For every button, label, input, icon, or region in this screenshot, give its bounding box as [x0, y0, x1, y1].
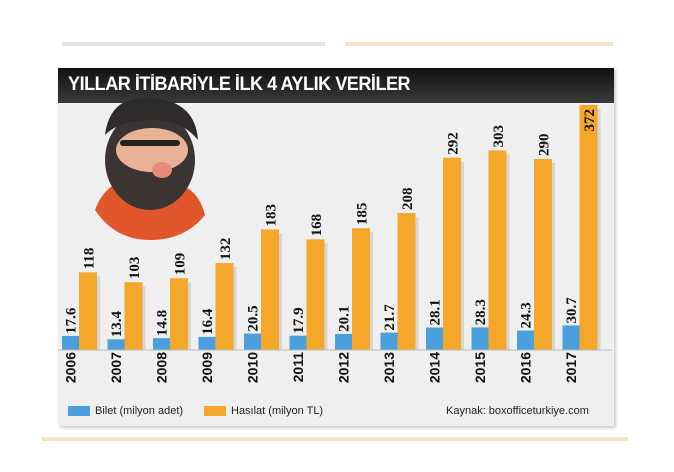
label-hasilat-2009: 132	[218, 238, 234, 261]
caricature-illustration	[95, 97, 205, 240]
bar-hasilat-2016	[534, 159, 552, 350]
label-hasilat-2006: 118	[82, 248, 98, 270]
bar-hasilat-2007	[124, 282, 143, 350]
legend-label-hasilat: Hasılat (milyon TL)	[231, 405, 324, 417]
chart-title: YILLAR İTİBARİYLE İLK 4 AYLIK VERİLER	[68, 74, 411, 95]
label-hasilat-2010: 183	[264, 204, 280, 227]
top-rule-beige	[345, 42, 613, 46]
bar-hasilat-2013	[397, 213, 416, 350]
label-hasilat-2014: 292	[446, 132, 462, 155]
legend-swatch-bilet	[68, 406, 90, 416]
year-label-2016: 2016	[518, 352, 534, 383]
bar-bilet-2011	[289, 335, 307, 350]
title-bar	[58, 68, 614, 103]
year-label-2014: 2014	[427, 352, 443, 383]
bar-hasilat-2008	[170, 278, 188, 350]
year-label-2011: 2011	[290, 352, 306, 383]
year-label-2013: 2013	[381, 352, 397, 383]
bar-bilet-2006	[62, 335, 79, 350]
legend-swatch-hasilat	[204, 406, 226, 416]
label-bilet-2015: 28.3	[473, 299, 489, 325]
year-label-2017: 2017	[563, 352, 579, 383]
label-hasilat-2011: 168	[309, 214, 325, 237]
bar-bilet-2008	[153, 338, 170, 350]
year-label-2007: 2007	[108, 352, 124, 383]
label-bilet-2011: 17.9	[291, 307, 307, 333]
legend-label-bilet: Bilet (milyon adet)	[95, 405, 184, 417]
top-rule-gray	[62, 42, 325, 46]
year-label-2012: 2012	[336, 352, 352, 383]
bar-bilet-2013	[380, 332, 398, 350]
bar-hasilat-2012	[352, 228, 370, 350]
label-bilet-2007: 13.4	[109, 311, 125, 338]
source-note: Kaynak: boxofficeturkiye.com	[446, 405, 589, 417]
bar-hasilat-2010	[261, 229, 279, 350]
label-bilet-2013: 21.7	[382, 304, 398, 331]
label-hasilat-2008: 109	[173, 253, 189, 276]
bar-bilet-2017	[562, 325, 580, 350]
bar-bilet-2015	[471, 327, 489, 350]
bar-bilet-2012	[335, 333, 352, 350]
bar-hasilat-2014	[443, 157, 461, 350]
bar-hasilat-2009	[215, 263, 234, 350]
year-label-2015: 2015	[472, 352, 488, 383]
year-label-2006: 2006	[63, 352, 79, 383]
bar-hasilat-2015	[488, 150, 507, 350]
year-label-2010: 2010	[245, 352, 261, 383]
label-hasilat-2016: 290	[537, 134, 553, 157]
label-bilet-2006: 17.6	[64, 307, 80, 334]
bar-bilet-2007	[107, 339, 125, 350]
label-hasilat-2015: 303	[491, 125, 507, 148]
label-hasilat-2012: 185	[355, 203, 371, 226]
bar-bilet-2014	[426, 327, 443, 350]
legend-bilet: Bilet (milyon adet)	[68, 405, 183, 417]
label-bilet-2010: 20.5	[246, 305, 262, 331]
label-hasilat-2017: 372	[582, 109, 598, 132]
label-bilet-2016: 24.3	[519, 302, 535, 328]
label-hasilat-2007: 103	[127, 257, 143, 280]
label-bilet-2008: 14.8	[155, 310, 171, 336]
label-bilet-2009: 16.4	[200, 308, 216, 335]
bottom-rule	[42, 437, 628, 441]
label-bilet-2017: 30.7	[564, 297, 580, 324]
bar-bilet-2010	[244, 333, 261, 350]
bar-bilet-2009	[198, 336, 216, 350]
bar-hasilat-2006	[79, 272, 97, 350]
bar-bilet-2016	[517, 330, 534, 350]
label-bilet-2014: 28.1	[428, 299, 444, 325]
bar-hasilat-2011	[306, 239, 325, 350]
label-bilet-2012: 20.1	[337, 306, 353, 332]
legend-hasilat: Hasılat (milyon TL)	[204, 405, 323, 417]
year-label-2009: 2009	[199, 352, 215, 383]
bar-hasilat-2017	[579, 105, 598, 350]
label-hasilat-2013: 208	[400, 188, 416, 211]
year-label-2008: 2008	[154, 352, 170, 383]
